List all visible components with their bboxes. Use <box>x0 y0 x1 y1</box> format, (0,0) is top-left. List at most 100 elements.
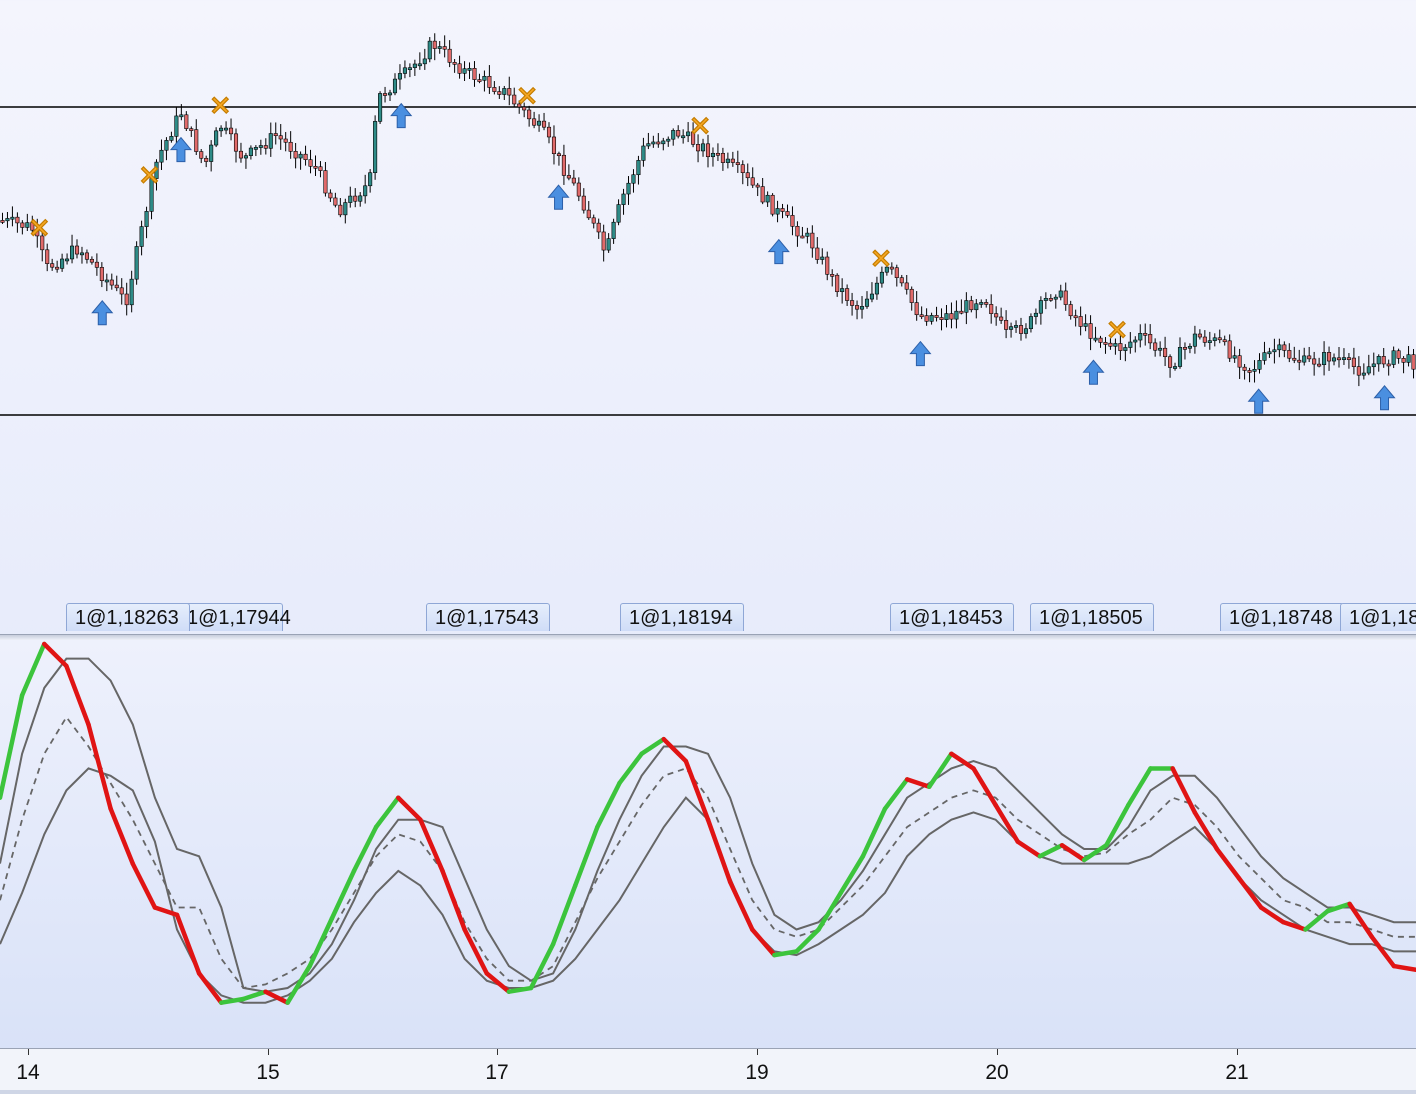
exit-marker-icon <box>211 96 230 115</box>
oscillator-segment <box>949 751 976 771</box>
candle-body <box>94 261 99 268</box>
candle-body <box>129 278 134 306</box>
candle-body <box>909 288 914 303</box>
candle-body <box>1028 316 1033 330</box>
exit-marker-icon <box>691 116 709 135</box>
candle-body <box>581 195 586 211</box>
candle-body <box>686 131 691 137</box>
oscillator-segment <box>838 854 866 896</box>
candle-body <box>293 151 298 159</box>
oscillator-segment <box>440 868 467 932</box>
candle-body <box>1336 357 1342 361</box>
candle-body <box>601 231 606 251</box>
trade-label[interactable]: 1@1,18194 <box>620 603 744 631</box>
candle-body <box>1356 366 1361 376</box>
trade-label[interactable]: 1@1,18263 <box>66 603 190 631</box>
candle-body <box>1267 351 1272 355</box>
oscillator-segment <box>1369 934 1397 969</box>
oscillator-segment <box>1126 766 1153 808</box>
trade-label[interactable]: 1@1,17543 <box>426 603 550 631</box>
oscillator-segment <box>993 802 1020 844</box>
candle-body <box>959 310 964 314</box>
candle-body <box>70 245 75 260</box>
oscillator-segment <box>506 985 534 994</box>
candle-body <box>969 300 974 311</box>
x-tick-label: 20 <box>985 1061 1009 1084</box>
candle-body <box>40 235 45 251</box>
tick-mark <box>497 1049 498 1055</box>
trade-label[interactable]: 1@1,18 <box>1340 603 1416 631</box>
candle-body <box>1222 339 1227 343</box>
candle-body <box>15 216 20 224</box>
oscillator-segment <box>241 989 268 1002</box>
oscillator-segment <box>1214 846 1242 881</box>
oscillator-pane[interactable] <box>0 640 1416 1048</box>
oscillator-segment <box>639 736 666 757</box>
oscillator-segment <box>927 751 954 789</box>
candle-body <box>651 141 656 145</box>
candle-body <box>1182 347 1188 350</box>
candle-body <box>641 145 646 161</box>
candle-body <box>74 245 80 255</box>
candle-body <box>944 313 949 320</box>
oscillator-segment <box>1281 919 1308 932</box>
oscillator-segment <box>971 766 998 808</box>
candle-body <box>606 238 611 251</box>
candle-body <box>1088 323 1093 339</box>
trade-label[interactable]: 1@1,18505 <box>1030 603 1154 631</box>
candle-body <box>770 194 775 215</box>
candle-body <box>477 79 482 82</box>
oscillator-segment <box>595 780 622 830</box>
tick-mark <box>1237 1049 1238 1055</box>
candle-body <box>333 197 338 206</box>
candle-body <box>219 127 224 132</box>
candle-body <box>199 151 204 159</box>
candle-body <box>442 46 447 50</box>
candle-body <box>1128 341 1133 348</box>
candle-body <box>268 133 273 149</box>
candle-body <box>467 68 472 71</box>
candle-body <box>1331 357 1337 362</box>
tick-mark <box>997 1049 998 1055</box>
candle-body <box>224 127 229 131</box>
trade-label[interactable]: 1@1,18748 <box>1220 603 1344 631</box>
oscillator-segment <box>1015 839 1043 859</box>
x-tick-label: 19 <box>745 1061 769 1084</box>
candle-body <box>810 232 815 249</box>
candle-body <box>338 204 343 216</box>
candle-body <box>417 63 422 67</box>
candle-body <box>1366 366 1371 374</box>
buy-arrow-icon <box>1082 359 1105 385</box>
candle-body <box>765 194 770 203</box>
candle-body <box>507 88 512 96</box>
candle-body <box>730 158 735 163</box>
candle-body <box>636 160 641 176</box>
candle-body <box>124 293 129 306</box>
price-chart-pane[interactable] <box>0 0 1416 600</box>
candle-group <box>0 33 1416 387</box>
candle-body <box>492 87 497 92</box>
candle-body <box>1177 347 1183 367</box>
candle-body <box>323 170 328 194</box>
candle-body <box>457 63 462 74</box>
candle-body <box>561 154 566 176</box>
oscillator-segment <box>750 927 777 958</box>
candle-body <box>1371 363 1376 368</box>
trade-label[interactable]: 1@1,18453 <box>890 603 1014 631</box>
trade-label-strip: 1@1,17944 1@1,18263 1@1,17543 1@1,18194 … <box>0 600 1416 636</box>
candle-body <box>79 252 85 256</box>
candle-body <box>745 172 750 179</box>
candle-body <box>462 68 467 74</box>
candle-body <box>621 193 626 205</box>
time-axis[interactable]: 14 15 17 19 20 21 <box>0 1048 1416 1094</box>
upper-band-line <box>0 657 1416 993</box>
candle-body <box>343 202 348 216</box>
candle-body <box>407 67 412 70</box>
candle-body <box>656 141 661 145</box>
oscillator-segment <box>285 963 312 1005</box>
candle-body <box>790 215 795 227</box>
candle-body <box>1292 357 1297 361</box>
candle-body <box>869 293 874 300</box>
candle-body <box>383 93 388 96</box>
pane-divider[interactable] <box>0 634 1416 640</box>
